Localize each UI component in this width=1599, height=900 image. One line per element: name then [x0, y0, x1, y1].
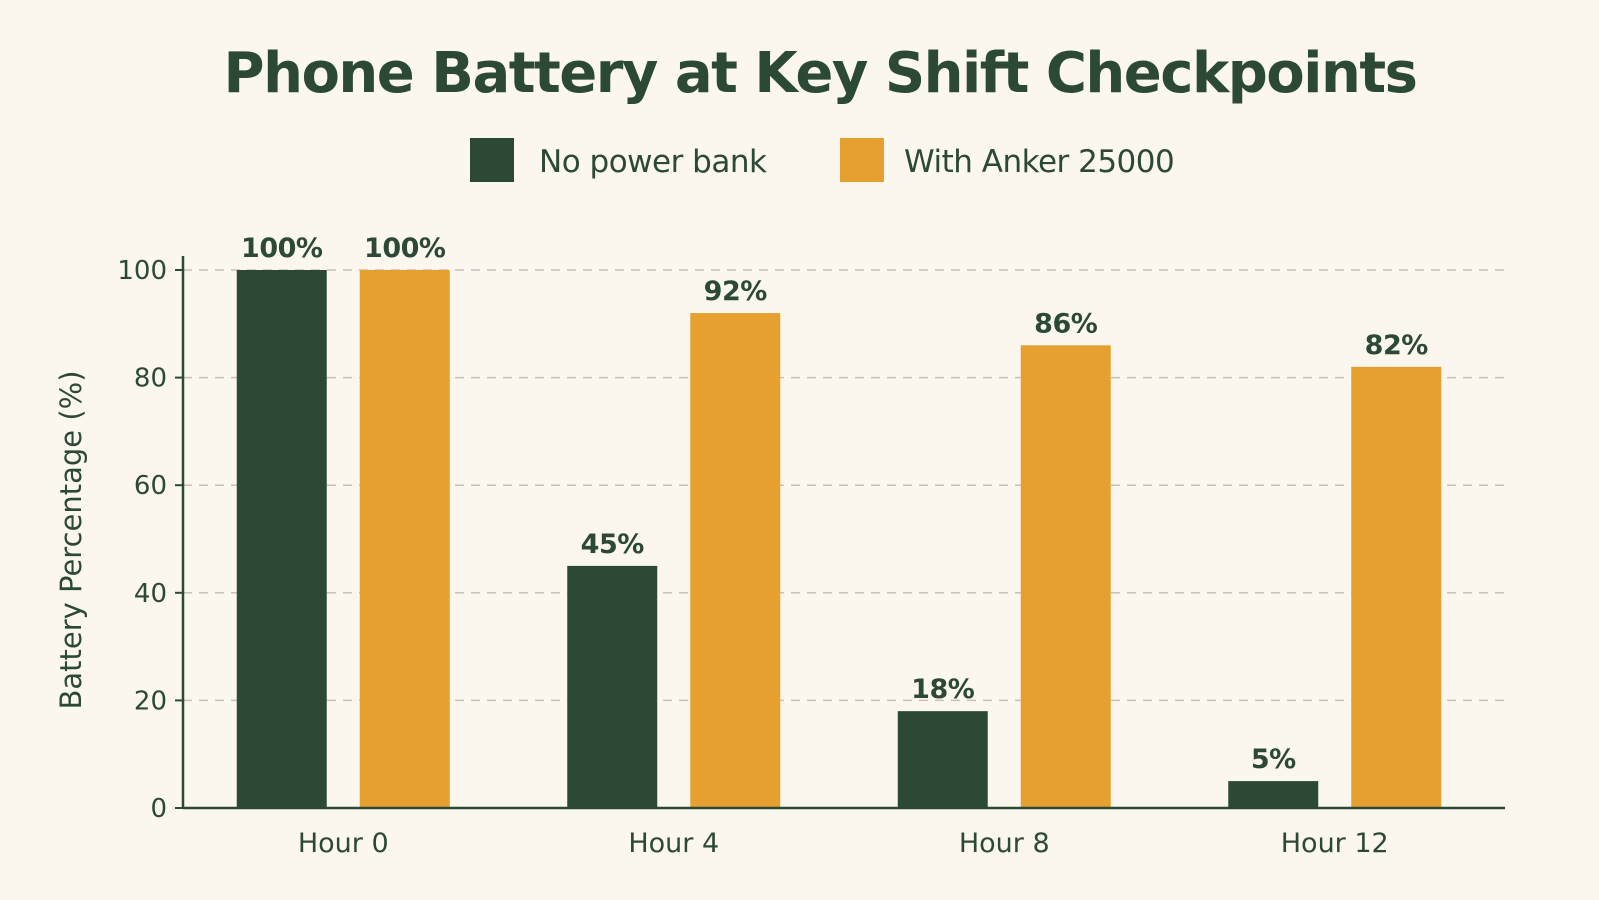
value-labels: 100% 100% 45% 92% 18% 86% 5% 82%: [241, 233, 1429, 775]
x-axis-ticks: Hour 0 Hour 4 Hour 8 Hour 12: [298, 828, 1389, 859]
value-label-series0-hour-4: 45%: [581, 529, 645, 560]
value-label-series1-hour-12: 82%: [1365, 330, 1429, 361]
value-label-series1-hour-8: 86%: [1034, 308, 1098, 339]
bar-series1-hour-12: [1351, 366, 1442, 808]
bar-series0-hour-0: [236, 270, 327, 808]
value-label-series1-hour-4: 92%: [704, 276, 768, 307]
y-axis-ticks: 0 20 40 60 80 100: [117, 256, 183, 824]
bar-series1-hour-8: [1020, 345, 1111, 808]
value-label-series0-hour-12: 5%: [1251, 744, 1296, 775]
bar-series1-hour-0: [359, 270, 450, 808]
value-label-series1-hour-0: 100%: [364, 233, 446, 264]
bar-series1-hour-4: [690, 313, 781, 808]
x-tick-label-hour-8: Hour 8: [959, 828, 1050, 859]
bars: [236, 270, 1442, 808]
y-tick-label-40: 40: [134, 579, 167, 609]
x-tick-label-hour-0: Hour 0: [298, 828, 389, 859]
y-tick-label-80: 80: [134, 364, 167, 394]
legend-swatch-anker: [840, 138, 884, 182]
chart-title: Phone Battery at Key Shift Checkpoints: [224, 41, 1417, 106]
y-tick-label-20: 20: [134, 686, 167, 716]
bar-series0-hour-8: [897, 711, 988, 808]
y-tick-label-60: 60: [134, 471, 167, 501]
x-tick-label-hour-12: Hour 12: [1281, 828, 1389, 859]
bar-series0-hour-12: [1228, 781, 1319, 808]
legend-label-no-power-bank: No power bank: [539, 144, 767, 180]
y-axis-label: Battery Percentage (%): [54, 370, 88, 709]
y-tick-label-100: 100: [117, 256, 167, 286]
axes: [181, 256, 1505, 810]
legend-swatch-no-power-bank: [470, 138, 514, 182]
value-label-series0-hour-0: 100%: [241, 233, 323, 264]
gridlines: [183, 269, 1505, 702]
legend-label-anker: With Anker 25000: [904, 144, 1174, 180]
bar-series0-hour-4: [567, 565, 658, 808]
y-tick-label-0: 0: [150, 794, 167, 824]
legend: No power bank With Anker 25000: [470, 138, 1175, 182]
x-tick-label-hour-4: Hour 4: [628, 828, 719, 859]
value-label-series0-hour-8: 18%: [911, 674, 975, 705]
